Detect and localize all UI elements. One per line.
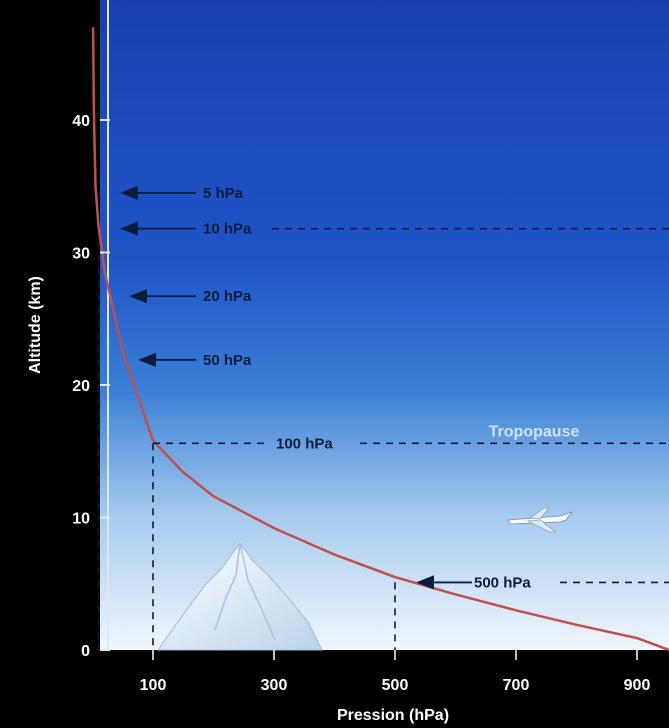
y-tick-label: 0 [81, 643, 90, 660]
pressure-label: 50 hPa [203, 352, 252, 369]
x-tick-label: 100 [140, 677, 167, 694]
y-axis-title: Altitude (km) [27, 276, 44, 374]
x-tick-label: 300 [261, 677, 288, 694]
pressure-curve [91, 27, 669, 652]
x-tick-label: 500 [382, 677, 409, 694]
pressure-label: 100 hPa [276, 435, 333, 452]
axes: 0 10 20 30 40 100 300 500 700 900 [72, 113, 650, 694]
pressure-label: 5 hPa [203, 185, 244, 202]
guide-lines [97, 228, 396, 650]
pressure-label: 20 hPa [203, 288, 252, 305]
y-tick-label: 30 [72, 246, 90, 263]
x-axis-title: Pression (hPa) [337, 707, 449, 724]
x-tick-label: 900 [624, 677, 651, 694]
mountain-illustration [157, 542, 323, 651]
x-tick-label: 700 [503, 677, 530, 694]
y-tick-label: 20 [72, 378, 90, 395]
airplane-icon [507, 507, 574, 533]
pressure-label: 500 hPa [474, 574, 531, 591]
pressure-label: 10 hPa [203, 221, 252, 238]
y-tick-label: 10 [72, 511, 90, 528]
pressure-altitude-line [91, 27, 669, 652]
pressure-annotations: 5 hPa 10 hPa 20 hPa 50 hPa 100 hPa 500 hPa Tro… [120, 185, 669, 591]
y-tick-label: 40 [72, 113, 90, 130]
plot-background [100, 0, 669, 650]
tropopause-label: Tropopause [489, 424, 580, 441]
